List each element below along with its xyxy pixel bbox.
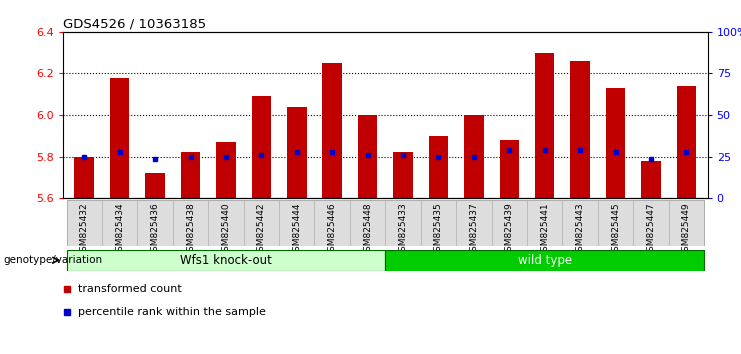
Text: GSM825447: GSM825447 (646, 202, 656, 257)
Text: GSM825434: GSM825434 (115, 202, 124, 257)
Bar (535, 53, 554, 198)
Text: percentile rank within the sample: percentile rank within the sample (78, 307, 266, 317)
Text: GSM825448: GSM825448 (363, 202, 372, 257)
Text: GSM825440: GSM825440 (222, 202, 230, 257)
Text: GSM825439: GSM825439 (505, 202, 514, 257)
Bar (464, 115, 484, 198)
Text: GSM825449: GSM825449 (682, 202, 691, 257)
Bar (181, 153, 200, 198)
Bar (358, 115, 377, 198)
Text: GSM825441: GSM825441 (540, 202, 549, 257)
Text: GSM825442: GSM825442 (257, 202, 266, 257)
Bar (137, 200, 173, 246)
Bar (67, 200, 102, 246)
Bar (252, 96, 271, 198)
Bar (598, 200, 634, 246)
Bar (668, 200, 704, 246)
Text: wild type: wild type (518, 254, 572, 267)
Bar (67, 250, 385, 271)
Bar (456, 200, 491, 246)
Bar (421, 200, 456, 246)
Bar (287, 107, 307, 198)
Bar (393, 153, 413, 198)
Text: GSM825436: GSM825436 (150, 202, 159, 257)
Bar (385, 200, 421, 246)
Bar (634, 200, 668, 246)
Text: GDS4526 / 10363185: GDS4526 / 10363185 (63, 18, 206, 31)
Bar (110, 78, 130, 198)
Bar (314, 200, 350, 246)
Text: GSM825432: GSM825432 (80, 202, 89, 257)
Bar (491, 200, 527, 246)
Bar (527, 200, 562, 246)
Bar (385, 250, 704, 271)
Text: GSM825433: GSM825433 (399, 202, 408, 257)
Text: GSM825446: GSM825446 (328, 202, 336, 257)
Text: GSM825437: GSM825437 (469, 202, 479, 257)
Bar (145, 173, 165, 198)
Bar (641, 161, 661, 198)
Bar (429, 136, 448, 198)
Bar (562, 200, 598, 246)
Bar (499, 140, 519, 198)
Bar (279, 200, 314, 246)
Text: transformed count: transformed count (78, 284, 182, 293)
Text: GSM825445: GSM825445 (611, 202, 620, 257)
Bar (244, 200, 279, 246)
Bar (677, 86, 696, 198)
Bar (75, 156, 94, 198)
Bar (208, 200, 244, 246)
Bar (350, 200, 385, 246)
Text: genotype/variation: genotype/variation (4, 255, 103, 265)
Bar (173, 200, 208, 246)
Text: GSM825438: GSM825438 (186, 202, 195, 257)
Bar (571, 61, 590, 198)
Text: Wfs1 knock-out: Wfs1 knock-out (180, 254, 272, 267)
Text: GSM825443: GSM825443 (576, 202, 585, 257)
Text: GSM825444: GSM825444 (292, 202, 302, 257)
Text: GSM825435: GSM825435 (434, 202, 443, 257)
Bar (102, 200, 137, 246)
Bar (322, 63, 342, 198)
Bar (606, 88, 625, 198)
Bar (216, 142, 236, 198)
